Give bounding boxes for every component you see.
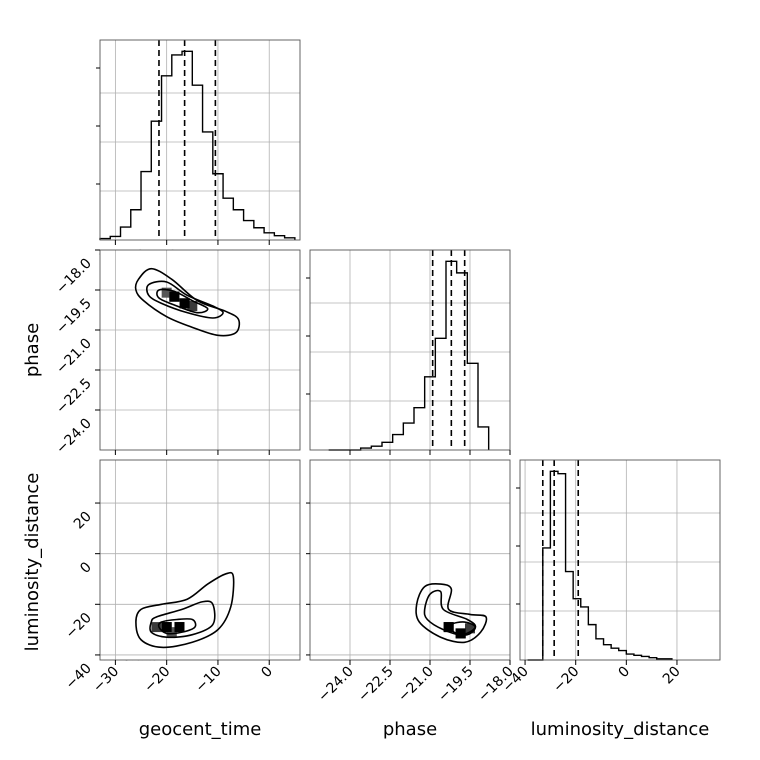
corner-plot: −30 −20 −10 0 −24.0−22.5−21.0−19.5−18.0−40 −2… xyxy=(22,39,721,740)
